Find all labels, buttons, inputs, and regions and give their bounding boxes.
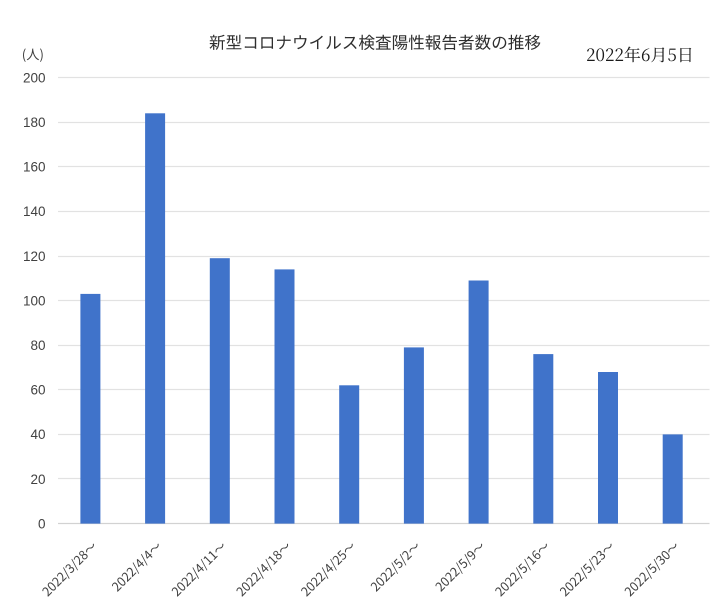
svg-text:60: 60	[30, 383, 45, 398]
svg-text:200: 200	[23, 70, 46, 85]
svg-text:20: 20	[30, 472, 45, 487]
svg-text:40: 40	[30, 427, 45, 442]
svg-text:80: 80	[30, 338, 45, 353]
svg-text:160: 160	[23, 160, 46, 175]
svg-text:0: 0	[38, 516, 46, 531]
svg-text:180: 180	[23, 115, 46, 130]
svg-text:120: 120	[23, 249, 46, 264]
svg-text:140: 140	[23, 204, 46, 219]
svg-text:100: 100	[23, 293, 46, 308]
